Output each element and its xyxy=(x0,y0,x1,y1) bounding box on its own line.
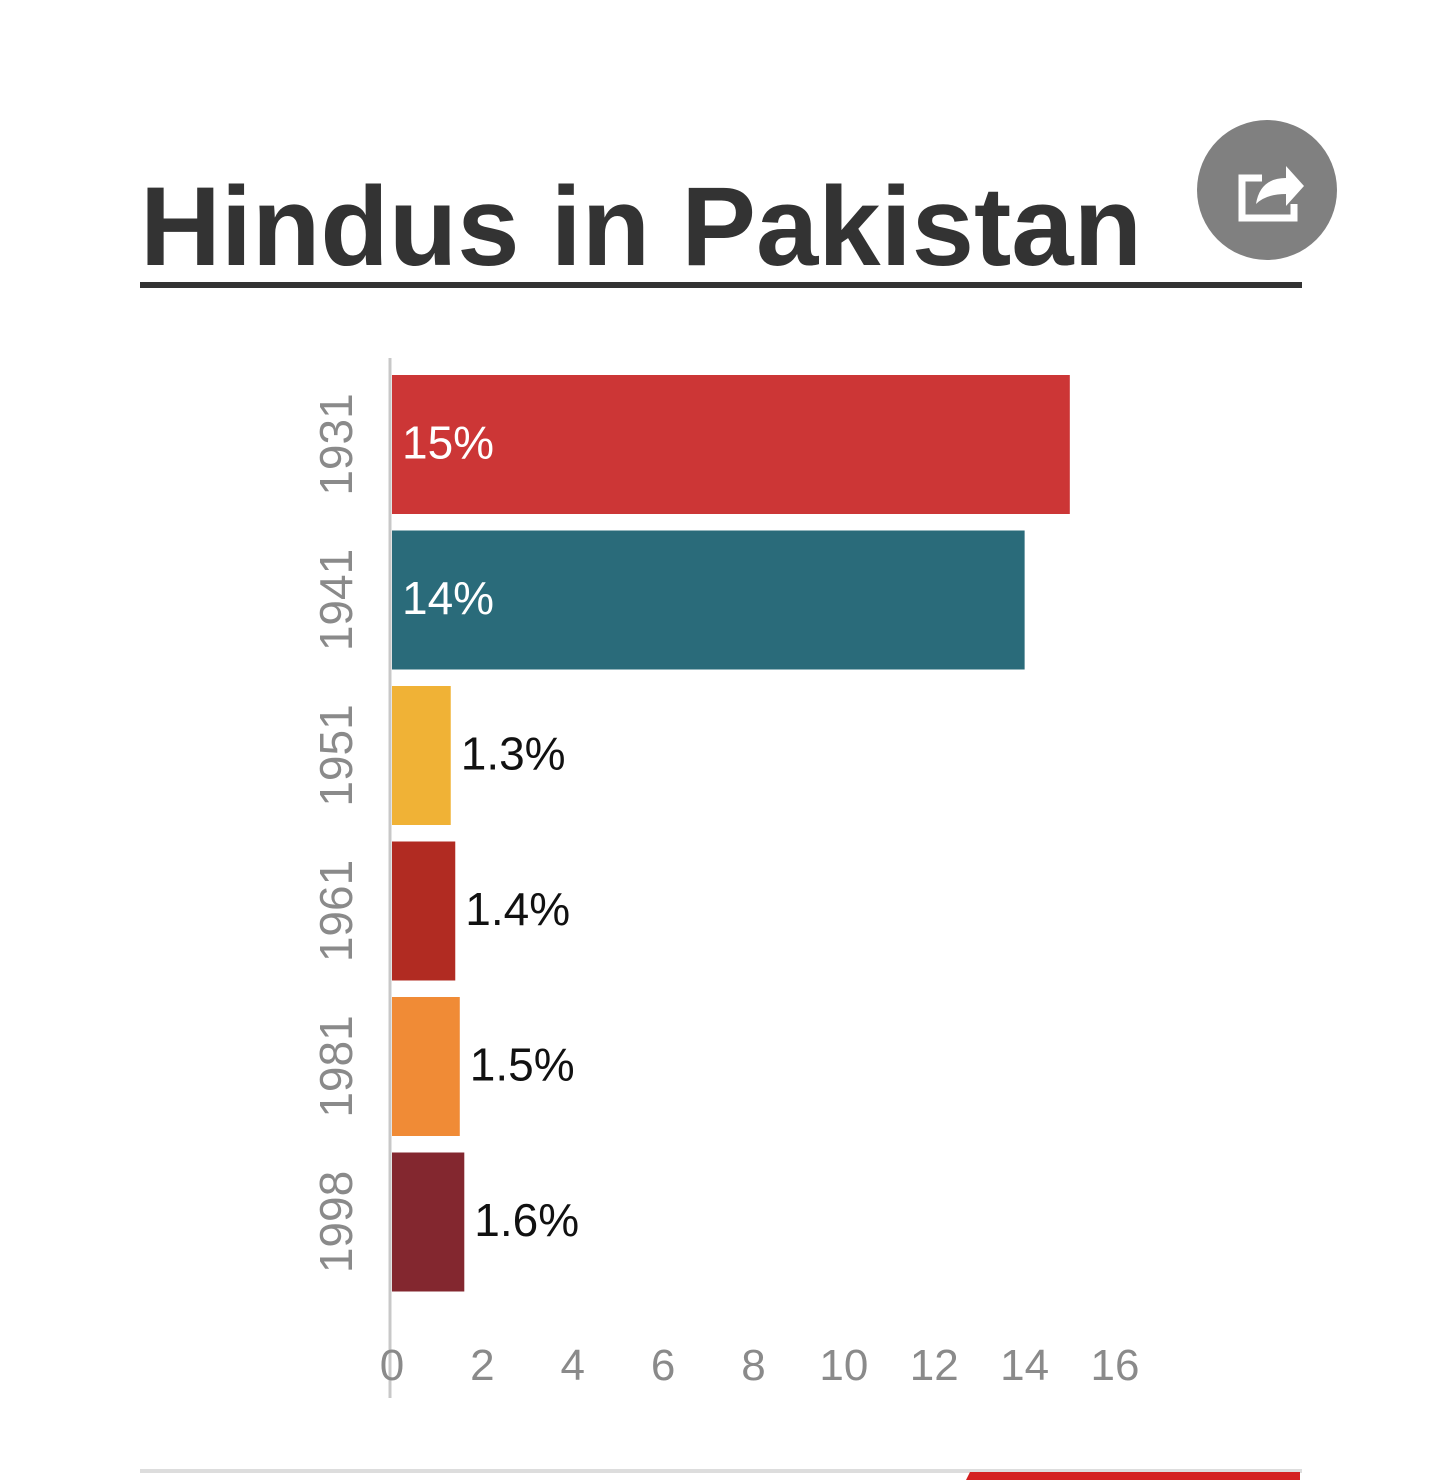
value-label: 1.4% xyxy=(465,883,570,935)
value-label: 14% xyxy=(402,572,494,624)
category-label: 1941 xyxy=(310,549,362,651)
chart-title: Hindus in Pakistan xyxy=(140,164,1142,289)
category-label: 1931 xyxy=(310,393,362,495)
x-tick-label: 8 xyxy=(741,1341,765,1390)
category-label: 1961 xyxy=(310,860,362,962)
footer-tab xyxy=(966,1472,1300,1480)
title-underline xyxy=(140,282,1302,288)
category-label: 1998 xyxy=(310,1171,362,1273)
bar xyxy=(392,375,1070,514)
value-label: 1.6% xyxy=(474,1194,579,1246)
x-tick-label: 0 xyxy=(380,1341,404,1390)
x-tick-label: 16 xyxy=(1091,1341,1140,1390)
footer-line xyxy=(140,1469,1302,1473)
x-tick-label: 6 xyxy=(651,1341,675,1390)
value-label: 1.5% xyxy=(470,1039,575,1091)
x-tick-label: 12 xyxy=(910,1341,959,1390)
share-icon-arrow xyxy=(1256,166,1304,206)
bar xyxy=(392,530,1025,670)
category-label: 1981 xyxy=(310,1015,362,1117)
bar xyxy=(392,997,460,1136)
bar xyxy=(392,686,451,825)
value-label: 1.3% xyxy=(461,728,566,780)
bar xyxy=(392,841,456,981)
share-button[interactable] xyxy=(1197,120,1337,260)
x-tick-label: 14 xyxy=(1000,1341,1049,1390)
x-tick-label: 2 xyxy=(470,1341,494,1390)
bar xyxy=(392,1152,465,1292)
share-icon-box xyxy=(1238,174,1298,222)
category-label: 1951 xyxy=(310,704,362,806)
value-label: 15% xyxy=(402,417,494,469)
x-tick-label: 4 xyxy=(561,1341,585,1390)
x-tick-label: 10 xyxy=(819,1341,868,1390)
